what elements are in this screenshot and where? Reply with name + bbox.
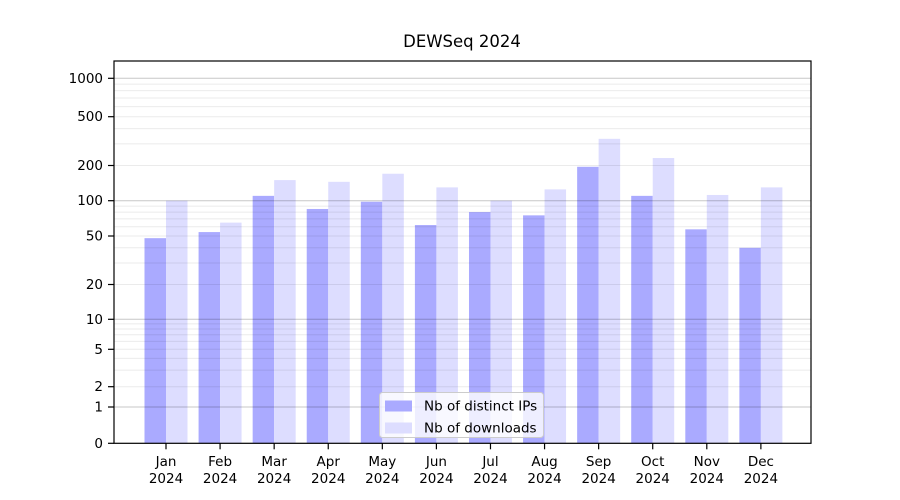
x-tick-label-month: Sep xyxy=(586,454,611,470)
bar-ips-jan xyxy=(144,238,166,444)
x-tick-label-year: 2024 xyxy=(581,471,615,487)
bar-ips-nov xyxy=(685,229,707,444)
y-tick-label: 500 xyxy=(77,109,103,125)
y-tick-label: 200 xyxy=(77,158,103,174)
x-tick-label-month: Apr xyxy=(317,454,341,470)
bar-downloads-mar xyxy=(274,180,296,444)
bar-downloads-jan xyxy=(166,200,188,444)
bar-ips-jul xyxy=(468,212,491,444)
bar-downloads-jun xyxy=(436,187,458,444)
x-tick-label-year: 2024 xyxy=(419,471,453,487)
y-tick-label: 1000 xyxy=(69,71,103,87)
bar-ips-jun xyxy=(414,225,437,444)
bar-ips-oct xyxy=(631,195,653,444)
bar-ips-apr xyxy=(306,208,329,444)
bar-ips-mar xyxy=(252,195,275,444)
x-tick-label-year: 2024 xyxy=(365,471,399,487)
y-tick-label: 2 xyxy=(94,379,103,395)
y-tick-label: 5 xyxy=(94,342,103,358)
x-tick-label-month: Jul xyxy=(481,454,498,470)
legend-label-distinct-ips: Nb of distinct IPs xyxy=(424,399,537,415)
bar-downloads-sep xyxy=(598,138,621,444)
x-tick-label-year: 2024 xyxy=(473,471,507,487)
bar-ips-feb xyxy=(198,232,221,444)
legend-label-downloads: Nb of downloads xyxy=(424,421,537,437)
gridlines xyxy=(114,77,811,408)
y-tick-label: 1 xyxy=(94,400,103,416)
x-tick-label-year: 2024 xyxy=(203,471,237,487)
x-axis-labels: Jan2024Feb2024Mar2024Apr2024May2024Jun20… xyxy=(149,454,778,487)
x-tick-label-year: 2024 xyxy=(311,471,345,487)
y-tick-label: 0 xyxy=(94,436,103,452)
x-tick-label-year: 2024 xyxy=(636,471,670,487)
bar-downloads-may xyxy=(382,173,404,444)
legend-swatch-distinct-ips xyxy=(385,400,412,412)
y-tick-label: 100 xyxy=(77,193,103,209)
x-tick-label-month: May xyxy=(368,454,396,470)
y-tick-label: 50 xyxy=(86,229,103,245)
axes xyxy=(108,60,812,450)
x-tick-label-month: Nov xyxy=(694,454,720,470)
bar-ips-may xyxy=(360,201,383,444)
bar-downloads-nov xyxy=(706,194,729,444)
x-tick-label-month: Oct xyxy=(641,454,664,470)
chart-title: DEWSeq 2024 xyxy=(403,32,521,51)
legend-swatch-downloads xyxy=(385,422,412,434)
bar-ips-aug xyxy=(523,215,545,444)
x-tick-label-month: Aug xyxy=(531,454,557,470)
y-axis-labels: 0 1 2 5 10 20 50 100 200 500 1000 xyxy=(69,71,103,452)
bar-downloads-dec xyxy=(760,187,783,444)
x-tick-label-month: Jun xyxy=(425,454,447,470)
x-tick-label-year: 2024 xyxy=(527,471,561,487)
x-tick-label-year: 2024 xyxy=(744,471,778,487)
bar-ips-dec xyxy=(739,247,761,444)
x-tick-label-month: Dec xyxy=(748,454,774,470)
bar-downloads-feb xyxy=(220,222,242,444)
x-tick-label-year: 2024 xyxy=(149,471,183,487)
legend-box xyxy=(379,392,544,438)
y-tick-label: 20 xyxy=(86,277,103,293)
legend: Nb of distinct IPs Nb of downloads xyxy=(379,392,544,438)
bar-downloads-apr xyxy=(328,181,350,444)
plot-border xyxy=(113,60,812,444)
bar-downloads-aug xyxy=(544,189,567,444)
bar-ips-sep xyxy=(577,166,599,444)
y-tick-label: 10 xyxy=(86,312,103,328)
x-tick-label-year: 2024 xyxy=(257,471,291,487)
x-tick-label-month: Jan xyxy=(155,454,177,470)
bar-downloads-jul xyxy=(490,200,512,444)
x-tick-label-month: Mar xyxy=(261,454,287,470)
bars-layer xyxy=(144,138,783,444)
x-tick-label-year: 2024 xyxy=(690,471,724,487)
bar-downloads-oct xyxy=(652,158,675,444)
x-tick-label-month: Feb xyxy=(208,454,232,470)
